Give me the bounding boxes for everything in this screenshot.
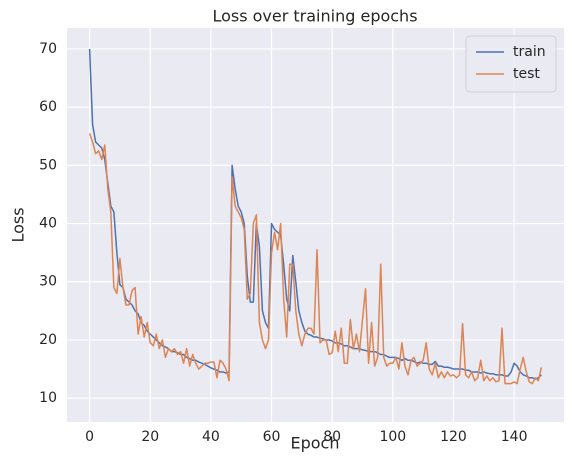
legend-label: train — [513, 44, 546, 60]
y-tick-label: 20 — [39, 332, 57, 348]
line-series — [88, 48, 542, 380]
y-tick-label: 10 — [39, 390, 57, 406]
y-tick-label: 70 — [39, 41, 57, 57]
line-series — [88, 133, 543, 385]
x-tick-label: 80 — [323, 429, 341, 445]
legend-label: test — [513, 66, 540, 82]
x-tick-label: 140 — [501, 429, 528, 445]
x-tick-label: 100 — [379, 429, 406, 445]
y-tick-label: 50 — [39, 157, 57, 173]
x-tick-label: 0 — [85, 429, 94, 445]
legend-box — [465, 35, 557, 93]
chart-title: Loss over training epochs — [212, 7, 417, 26]
x-tick-label: 40 — [202, 429, 220, 445]
x-tick-label: 120 — [440, 429, 467, 445]
y-tick-label: 40 — [39, 216, 57, 232]
y-axis-label: Loss — [9, 207, 28, 242]
y-tick-label: 60 — [39, 99, 57, 115]
y-tick-label: 30 — [39, 274, 57, 290]
x-axis-label: Epoch — [291, 434, 340, 453]
x-tick-label: 20 — [141, 429, 159, 445]
x-tick-label: 60 — [263, 429, 281, 445]
